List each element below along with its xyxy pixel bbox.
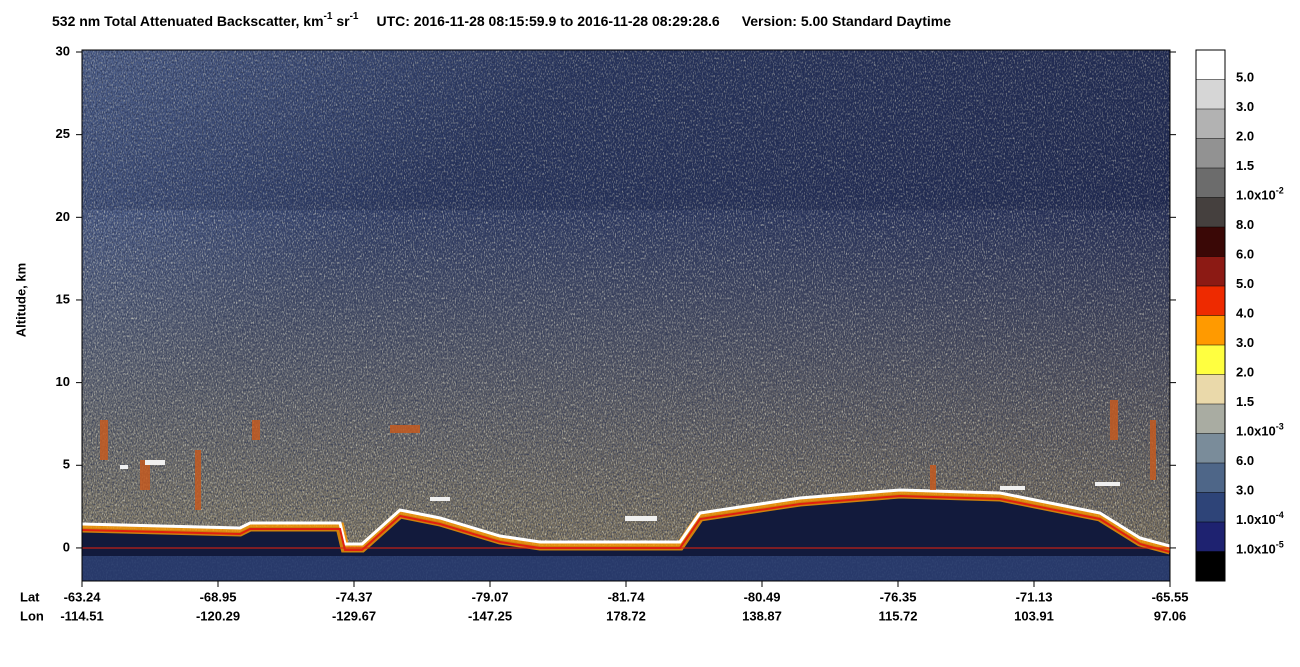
y-tick-label: 20 [56,209,70,224]
colorbar-label-text: 1.0x10 [1236,424,1276,439]
colorbar-label: 1.0x10-3 [1236,422,1284,439]
colorbar-swatch [1196,79,1225,109]
colorbar-swatch [1196,463,1225,493]
curtain-image [82,50,1170,581]
colorbar-label: 5.0 [1236,70,1254,85]
y-tick-label: 5 [63,457,70,472]
title-version: Version: 5.00 Standard Daytime [742,13,952,29]
x-tick-label: -65.55 [1152,589,1189,604]
x-tick-label: -81.74 [608,589,646,604]
colorbar-label-text: 1.5 [1236,158,1254,173]
colorbar-swatch [1196,109,1225,139]
colorbar-swatch [1196,522,1225,552]
colorbar-label: 4.0 [1236,306,1254,321]
colorbar-label: 3.0 [1236,99,1254,114]
colorbar-swatch [1196,345,1225,375]
colorbar-swatch [1196,138,1225,168]
x-tick-label: -68.95 [200,589,237,604]
colorbar-label-exp: -5 [1276,540,1284,550]
colorbar-label: 6.0 [1236,247,1254,262]
colorbar-label: 3.0 [1236,483,1254,498]
y-tick-label: 30 [56,43,70,58]
x-row-label: Lon [20,608,44,623]
x-tick-label: 115.72 [878,608,917,623]
colorbar-label-text: 3.0 [1236,99,1254,114]
colorbar-label-exp: -3 [1276,422,1284,432]
y-tick-label: 10 [56,374,70,389]
colorbar-label: 1.5 [1236,158,1254,173]
x-tick-label: 178.72 [606,608,646,623]
x-tick-label: -71.13 [1016,589,1053,604]
x-tick-label: -63.24 [64,589,102,604]
colorbar-swatch [1196,286,1225,316]
colorbar-label: 1.5 [1236,394,1254,409]
colorbar-label: 2.0 [1236,129,1254,144]
colorbar-label: 8.0 [1236,217,1254,232]
colorbar-swatch [1196,197,1225,227]
title-utc: UTC: 2016-11-28 08:15:59.9 to 2016-11-28… [376,13,719,29]
colorbar-label-exp: -2 [1276,186,1284,196]
y-tick-label: 25 [56,126,70,141]
colorbar-label: 6.0 [1236,453,1254,468]
x-tick-label: -74.37 [336,589,373,604]
colorbar-label-text: 6.0 [1236,247,1254,262]
colorbar-label-text: 2.0 [1236,365,1254,380]
title-sup: -1 [324,11,333,22]
colorbar-swatch [1196,256,1225,286]
y-tick-label: 15 [56,291,70,306]
title-text: 532 nm Total Attenuated Backscatter, km [52,13,324,29]
colorbar-label-exp: -4 [1276,510,1284,520]
colorbar-label: 3.0 [1236,335,1254,350]
y-tick-label: 0 [63,539,70,554]
title-sup: -1 [350,11,359,22]
x-tick-label: -80.49 [744,589,781,604]
colorbar-swatch [1196,404,1225,434]
colorbar-label: 1.0x10-2 [1236,186,1284,203]
colorbar-swatch [1196,374,1225,404]
colorbar-label-text: 4.0 [1236,306,1254,321]
colorbar-swatch [1196,492,1225,522]
colorbar-label-text: 5.0 [1236,276,1254,291]
x-tick-label: 138.87 [742,608,782,623]
x-row-label: Lat [20,589,40,604]
colorbar-swatch [1196,50,1225,80]
colorbar-swatch [1196,227,1225,257]
x-tick-label: -147.25 [468,608,512,623]
colorbar-label: 5.0 [1236,276,1254,291]
colorbar-label-text: 6.0 [1236,453,1254,468]
colorbar-label-text: 1.0x10 [1236,542,1276,557]
x-tick-label: -79.07 [472,589,509,604]
colorbar-label-text: 3.0 [1236,483,1254,498]
title-text: sr [332,13,350,29]
colorbar-label: 1.0x10-5 [1236,540,1284,557]
colorbar-swatch [1196,551,1225,581]
colorbar-swatch [1196,168,1225,198]
colorbar-swatch [1196,433,1225,463]
colorbar-label-text: 1.0x10 [1236,188,1276,203]
colorbar-swatch [1196,315,1225,345]
colorbar-label-text: 5.0 [1236,70,1254,85]
colorbar-label-text: 8.0 [1236,217,1254,232]
x-tick-label: -129.67 [332,608,376,623]
chart-title: 532 nm Total Attenuated Backscatter, km-… [52,11,951,29]
colorbar-label: 1.0x10-4 [1236,510,1284,527]
x-tick-label: 103.91 [1014,608,1054,623]
x-tick-label: -114.51 [60,608,103,623]
x-tick-label: 97.06 [1154,608,1187,623]
colorbar-label-text: 3.0 [1236,335,1254,350]
colorbar-label-text: 2.0 [1236,129,1254,144]
colorbar-label-text: 1.5 [1236,394,1254,409]
colorbar-label: 2.0 [1236,365,1254,380]
colorbar-label-text: 1.0x10 [1236,512,1276,527]
x-tick-label: -76.35 [880,589,917,604]
y-axis-label: Altitude, km [13,263,28,337]
x-tick-label: -120.29 [196,608,240,623]
